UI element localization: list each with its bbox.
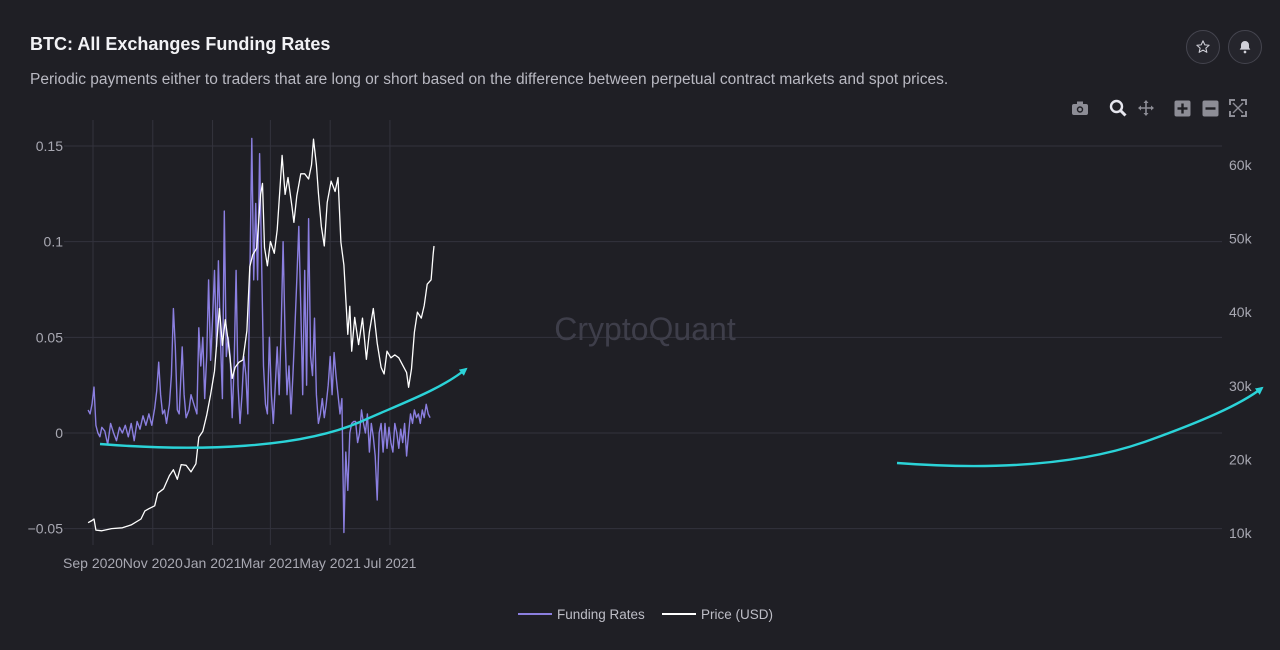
y-left-tick-label: −0.05 — [28, 521, 64, 537]
bell-icon — [1239, 41, 1251, 54]
y-left-tick-label: 0 — [55, 425, 63, 441]
y-right-tick-label: 20k — [1229, 451, 1253, 467]
zoom-in-icon — [1174, 100, 1190, 116]
y-left-tick-label: 0.05 — [36, 329, 63, 345]
chart-title: BTC: All Exchanges Funding Rates — [30, 34, 331, 54]
y-right-tick-label: 30k — [1229, 378, 1253, 394]
zoom-icon — [1109, 99, 1127, 117]
pan-icon — [1138, 100, 1154, 116]
legend[interactable]: Funding Rates Price (USD) — [518, 607, 773, 622]
x-tick-label: Nov 2020 — [123, 555, 183, 571]
zoom-button[interactable] — [1108, 98, 1128, 118]
x-tick-label: Jul 2021 — [363, 555, 416, 571]
y-left-tick-label: 0.1 — [44, 234, 64, 250]
camera-icon — [1072, 101, 1088, 115]
price-line — [87, 138, 435, 532]
favorite-button[interactable] — [1186, 30, 1220, 64]
series-layer — [87, 137, 435, 534]
y-right-tick-label: 10k — [1229, 525, 1253, 541]
chart-subtitle: Periodic payments either to traders that… — [30, 71, 949, 88]
star-icon — [1196, 40, 1210, 53]
trend-arrow-right — [896, 386, 1264, 468]
x-tick-label: Jan 2021 — [184, 555, 242, 571]
zoom-out-icon — [1202, 100, 1218, 116]
legend-label-funding[interactable]: Funding Rates — [557, 607, 645, 622]
autoscale-button[interactable] — [1228, 98, 1248, 118]
y-right-tick-label: 60k — [1229, 157, 1253, 173]
autoscale-icon — [1229, 99, 1247, 117]
x-tick-label: Sep 2020 — [63, 555, 123, 571]
zoom-in-button[interactable] — [1172, 98, 1192, 118]
annotation-layer — [99, 367, 1264, 468]
zoom-out-button[interactable] — [1200, 98, 1220, 118]
y-right-tick-label: 50k — [1229, 231, 1253, 247]
funding-rates-line — [87, 137, 431, 534]
watermark: CryptoQuant — [554, 311, 736, 347]
pan-button[interactable] — [1136, 98, 1156, 118]
trend-arrow-left — [99, 367, 468, 449]
camera-button[interactable] — [1070, 98, 1090, 118]
y-left-tick-label: 0.15 — [36, 138, 63, 154]
x-tick-label: Mar 2021 — [241, 555, 300, 571]
x-tick-label: May 2021 — [299, 555, 361, 571]
alert-button[interactable] — [1228, 30, 1262, 64]
y-right-tick-label: 40k — [1229, 304, 1253, 320]
legend-label-price[interactable]: Price (USD) — [701, 607, 773, 622]
axes: Sep 2020 Nov 2020 Jan 2021 Mar 2021 May 2021… — [28, 138, 1253, 571]
